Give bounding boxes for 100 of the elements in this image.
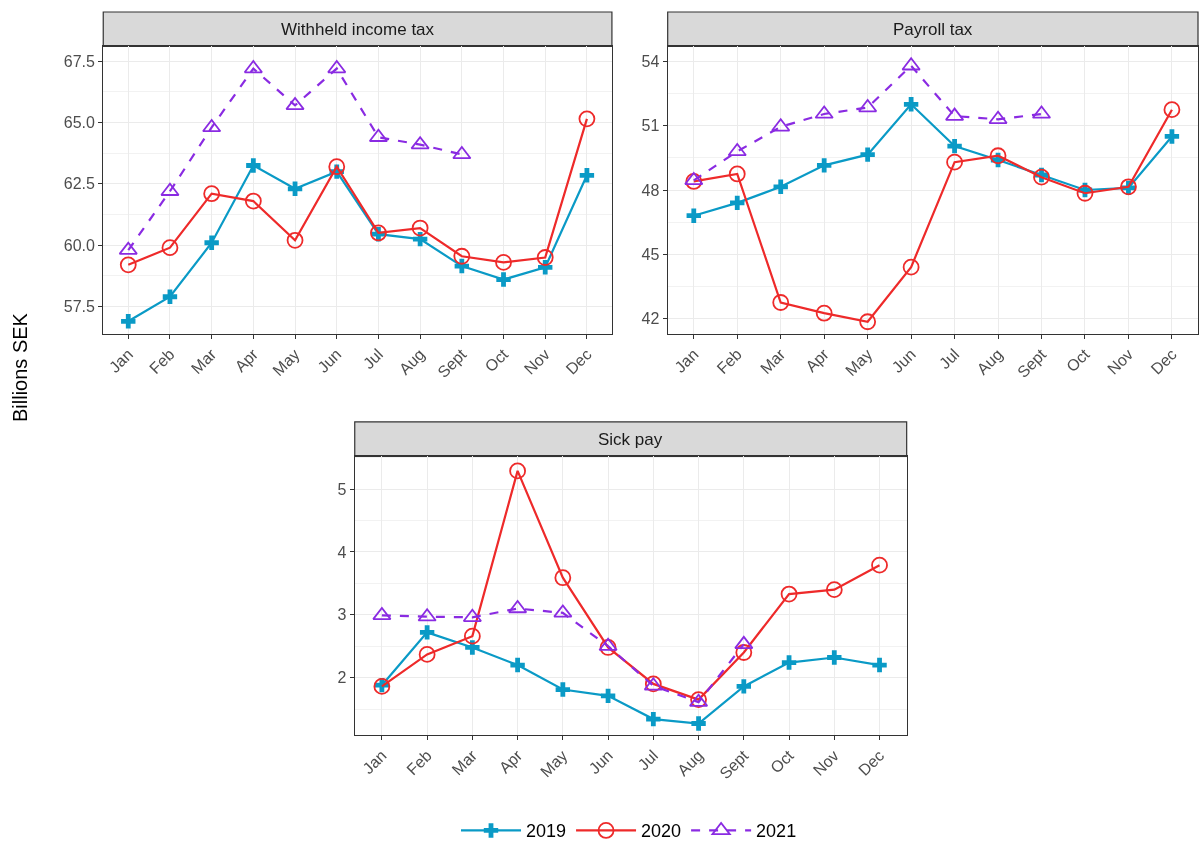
x-tick-label: Mar bbox=[756, 345, 789, 378]
point bbox=[825, 581, 843, 599]
x-tick-label: Jul bbox=[935, 345, 963, 373]
point bbox=[945, 107, 965, 121]
x-tick-label: Mar bbox=[448, 746, 481, 779]
y-axis-title: Billions SEK bbox=[9, 312, 32, 423]
point bbox=[684, 171, 704, 186]
point bbox=[495, 253, 512, 271]
x-tick-label: Dec bbox=[562, 345, 595, 378]
point bbox=[772, 294, 790, 311]
x-tick-label: Jan bbox=[359, 746, 390, 778]
x-tick-label: Dec bbox=[1147, 345, 1180, 378]
point bbox=[735, 644, 753, 661]
point bbox=[685, 173, 703, 190]
x-tick-label: Jul bbox=[634, 746, 662, 774]
point bbox=[411, 219, 429, 237]
point bbox=[121, 314, 136, 329]
x-tick-label: Oct bbox=[481, 345, 512, 376]
x-tick-label: May bbox=[269, 345, 303, 379]
point bbox=[781, 655, 797, 670]
x-tick-label: May bbox=[537, 746, 571, 781]
chart-title: Sick pay bbox=[598, 430, 663, 449]
point bbox=[736, 679, 752, 694]
point bbox=[465, 640, 480, 655]
x-tick-label: Jan bbox=[105, 345, 137, 376]
point bbox=[771, 118, 791, 132]
point bbox=[579, 168, 595, 183]
x-tick-label: Apr bbox=[231, 345, 262, 376]
point bbox=[160, 182, 180, 196]
x-tick-label: Jun bbox=[888, 345, 919, 376]
y-tick-label: 5 bbox=[337, 480, 347, 498]
point bbox=[463, 627, 481, 645]
point bbox=[328, 158, 346, 176]
point bbox=[372, 607, 392, 621]
point bbox=[287, 181, 303, 196]
point bbox=[243, 60, 263, 74]
point bbox=[555, 682, 571, 697]
x-tick-label: Feb bbox=[403, 746, 435, 779]
point bbox=[538, 260, 553, 275]
point bbox=[327, 60, 347, 74]
y-tick-label: 4 bbox=[337, 543, 347, 561]
x-tick-label: Mar bbox=[187, 345, 220, 378]
point bbox=[162, 289, 178, 304]
point bbox=[553, 604, 573, 618]
point bbox=[734, 635, 754, 649]
y-tick-label: 60.0 bbox=[63, 236, 96, 254]
point bbox=[727, 143, 747, 157]
point bbox=[453, 247, 471, 265]
x-tick-label: Nov bbox=[1104, 345, 1137, 378]
point bbox=[902, 258, 920, 276]
point bbox=[202, 119, 222, 133]
point bbox=[858, 99, 878, 113]
point bbox=[410, 136, 430, 150]
point bbox=[578, 110, 596, 128]
point bbox=[859, 313, 877, 331]
point bbox=[417, 608, 437, 622]
point bbox=[686, 208, 701, 223]
point bbox=[988, 110, 1008, 124]
point bbox=[510, 657, 525, 673]
point bbox=[903, 97, 919, 112]
x-tick-label: Apr bbox=[495, 746, 526, 777]
point bbox=[204, 235, 219, 250]
point bbox=[598, 637, 618, 651]
point bbox=[780, 585, 798, 603]
y-tick-label: 3 bbox=[337, 606, 347, 624]
point bbox=[814, 105, 834, 119]
x-tick-label: Nov bbox=[809, 746, 843, 779]
point bbox=[728, 165, 746, 183]
x-tick-label: Aug bbox=[674, 746, 707, 780]
point bbox=[554, 569, 572, 587]
x-tick-label: Oct bbox=[767, 746, 798, 777]
point bbox=[1076, 184, 1094, 202]
legend-label: 2019 bbox=[526, 821, 567, 842]
point bbox=[1164, 129, 1180, 144]
point bbox=[646, 711, 661, 727]
x-tick-label: May bbox=[842, 345, 876, 379]
x-tick-label: Jun bbox=[314, 345, 345, 376]
point bbox=[119, 256, 137, 274]
y-tick-label: 2 bbox=[337, 669, 347, 687]
x-tick-label: Jul bbox=[359, 345, 387, 373]
point bbox=[901, 57, 921, 71]
x-tick-label: Aug bbox=[973, 345, 1006, 378]
x-tick-label: Nov bbox=[520, 345, 553, 378]
point bbox=[946, 153, 963, 171]
point bbox=[730, 195, 745, 211]
point bbox=[773, 179, 788, 194]
point bbox=[815, 304, 833, 322]
y-tick-label: 48 bbox=[641, 181, 660, 199]
point bbox=[496, 272, 511, 287]
point bbox=[508, 600, 528, 614]
point bbox=[871, 556, 888, 574]
point bbox=[244, 192, 262, 210]
point bbox=[246, 158, 261, 173]
x-tick-label: Feb bbox=[713, 345, 746, 378]
point bbox=[691, 716, 706, 731]
point bbox=[860, 147, 875, 162]
y-tick-label: 57.5 bbox=[63, 298, 96, 316]
y-tick-label: 45 bbox=[641, 245, 660, 263]
point bbox=[509, 462, 526, 480]
point bbox=[285, 96, 305, 111]
